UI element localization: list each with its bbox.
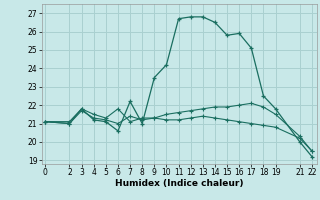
X-axis label: Humidex (Indice chaleur): Humidex (Indice chaleur) bbox=[115, 179, 244, 188]
